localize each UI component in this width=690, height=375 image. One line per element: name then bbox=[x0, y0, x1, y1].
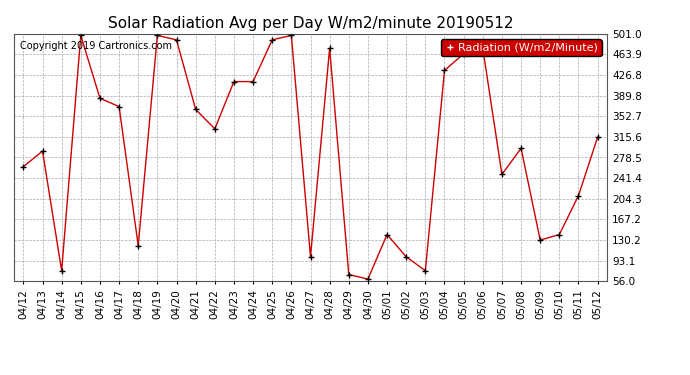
Legend: Radiation (W/m2/Minute): Radiation (W/m2/Minute) bbox=[441, 39, 602, 56]
Text: Copyright 2019 Cartronics.com: Copyright 2019 Cartronics.com bbox=[20, 41, 172, 51]
Title: Solar Radiation Avg per Day W/m2/minute 20190512: Solar Radiation Avg per Day W/m2/minute … bbox=[108, 16, 513, 31]
